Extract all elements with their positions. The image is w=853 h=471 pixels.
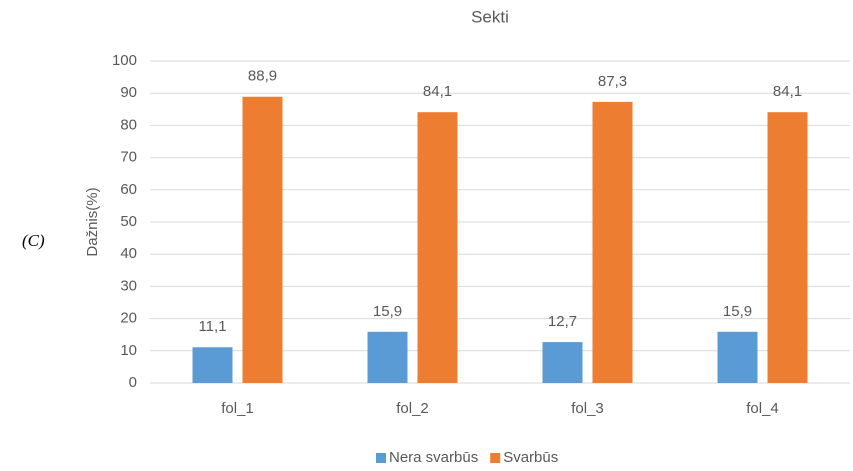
panel-label: (C)	[22, 231, 45, 250]
y-tick-label: 90	[120, 84, 137, 101]
legend-swatch	[490, 453, 501, 463]
bar	[767, 112, 808, 383]
value-label: 84,1	[773, 83, 802, 100]
bar	[592, 101, 633, 384]
value-label: 84,1	[423, 83, 452, 100]
y-tick-label: 30	[120, 277, 137, 294]
y-tick-label: 60	[120, 181, 137, 198]
y-tick-label: 100	[112, 52, 137, 69]
y-tick-label: 50	[120, 213, 137, 230]
value-label: 11,1	[198, 318, 226, 335]
bar	[242, 96, 283, 383]
y-tick-label: 40	[120, 245, 137, 262]
y-tick-label: 20	[120, 310, 137, 327]
legend-label: Svarbūs	[503, 449, 558, 466]
y-tick-label: 10	[120, 342, 137, 359]
y-tick-label: 80	[120, 116, 137, 133]
x-tick-label: fol_4	[746, 400, 779, 417]
x-tick-label: fol_3	[571, 400, 604, 417]
y-axis-label: Dažnis(%)	[84, 187, 101, 256]
bar	[417, 112, 458, 383]
y-tick-label: 0	[129, 374, 137, 391]
bar	[192, 347, 233, 383]
value-label: 15,9	[373, 303, 402, 320]
x-tick-label: fol_1	[221, 400, 254, 417]
legend-swatch	[376, 453, 386, 463]
value-label: 15,9	[723, 303, 752, 320]
bar	[367, 331, 408, 383]
chart-title: Sekti	[471, 7, 509, 26]
legend-label: Nera svarbūs	[389, 449, 478, 466]
value-label: 12,7	[548, 313, 577, 330]
x-tick-label: fol_2	[396, 400, 429, 417]
bar	[542, 342, 583, 383]
bar	[717, 331, 758, 383]
value-label: 88,9	[248, 68, 277, 85]
value-label: 87,3	[598, 73, 627, 90]
y-tick-label: 70	[120, 149, 137, 166]
